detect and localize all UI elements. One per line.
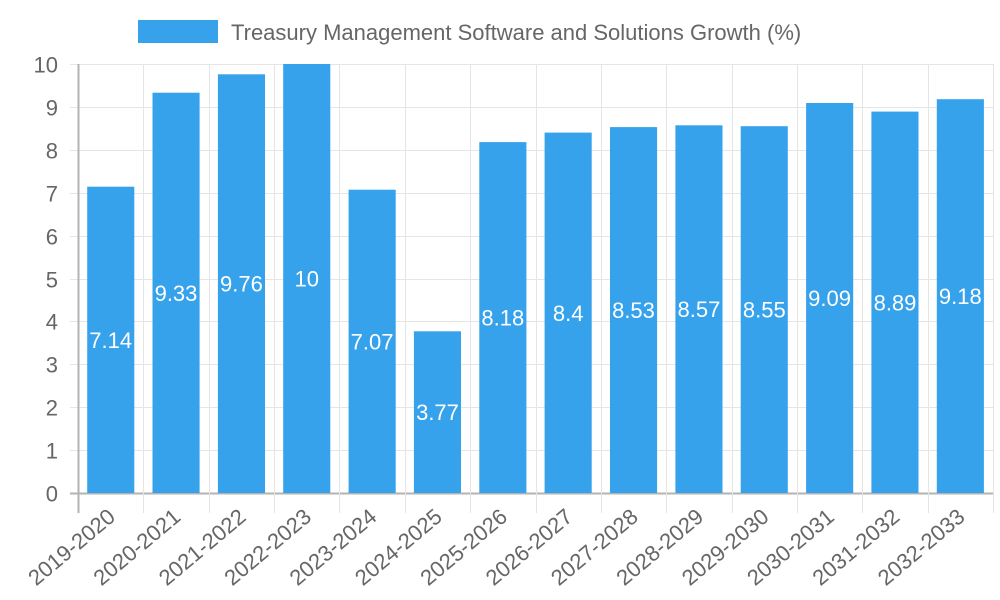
bar[interactable] xyxy=(675,125,723,494)
bar[interactable] xyxy=(871,111,919,493)
bar-value-label: 8.18 xyxy=(481,306,524,331)
bar-value-label: 8.89 xyxy=(874,290,917,315)
bar-value-label: 9.33 xyxy=(155,281,198,306)
legend-swatch xyxy=(138,20,218,43)
y-tick-label: 9 xyxy=(46,96,58,121)
bar[interactable] xyxy=(610,127,658,493)
bar-value-label: 9.76 xyxy=(220,272,263,297)
x-axis: 2019-20202020-20212021-20222022-20232023… xyxy=(23,504,969,591)
bar[interactable] xyxy=(936,99,984,493)
grid-lines xyxy=(70,64,994,513)
bar-value-label: 8.57 xyxy=(677,297,720,322)
y-tick-label: 8 xyxy=(46,139,58,164)
bar[interactable] xyxy=(740,126,788,493)
y-tick-label: 0 xyxy=(46,482,58,507)
bar[interactable] xyxy=(283,64,331,493)
bar-value-label: 7.14 xyxy=(89,328,132,353)
y-tick-label: 3 xyxy=(46,353,58,378)
bar[interactable] xyxy=(806,103,854,493)
bar[interactable] xyxy=(152,92,200,493)
y-tick-label: 6 xyxy=(46,225,58,250)
bar[interactable] xyxy=(87,186,135,493)
bar-value-label: 9.18 xyxy=(939,284,982,309)
bar-value-label: 10 xyxy=(295,267,319,292)
bar-value-label: 7.07 xyxy=(351,329,394,354)
bar[interactable] xyxy=(413,331,461,493)
bar[interactable] xyxy=(217,74,265,494)
y-tick-label: 1 xyxy=(46,439,58,464)
bar-value-label: 8.55 xyxy=(743,298,786,323)
bar[interactable] xyxy=(348,189,396,493)
legend[interactable]: Treasury Management Software and Solutio… xyxy=(138,20,801,45)
y-tick-label: 5 xyxy=(46,268,58,293)
y-axis: 0 1 2 3 4 5 6 7 8 9 10 xyxy=(34,53,58,507)
y-tick-label: 4 xyxy=(46,310,58,335)
bars xyxy=(87,64,984,494)
legend-label: Treasury Management Software and Solutio… xyxy=(231,20,801,45)
bar-value-label: 3.77 xyxy=(416,400,459,425)
bar-value-label: 8.4 xyxy=(553,301,584,326)
bar[interactable] xyxy=(544,132,592,493)
y-tick-label: 10 xyxy=(34,53,58,78)
bar-value-label: 9.09 xyxy=(808,286,851,311)
y-tick-label: 7 xyxy=(46,182,58,207)
y-tick-label: 2 xyxy=(46,396,58,421)
bar-value-label: 8.53 xyxy=(612,298,655,323)
value-labels: 7.14 9.33 9.76 10 7.07 3.77 8.18 8.4 8.53 8.57 8.5… xyxy=(89,267,981,426)
bar[interactable] xyxy=(479,142,527,493)
